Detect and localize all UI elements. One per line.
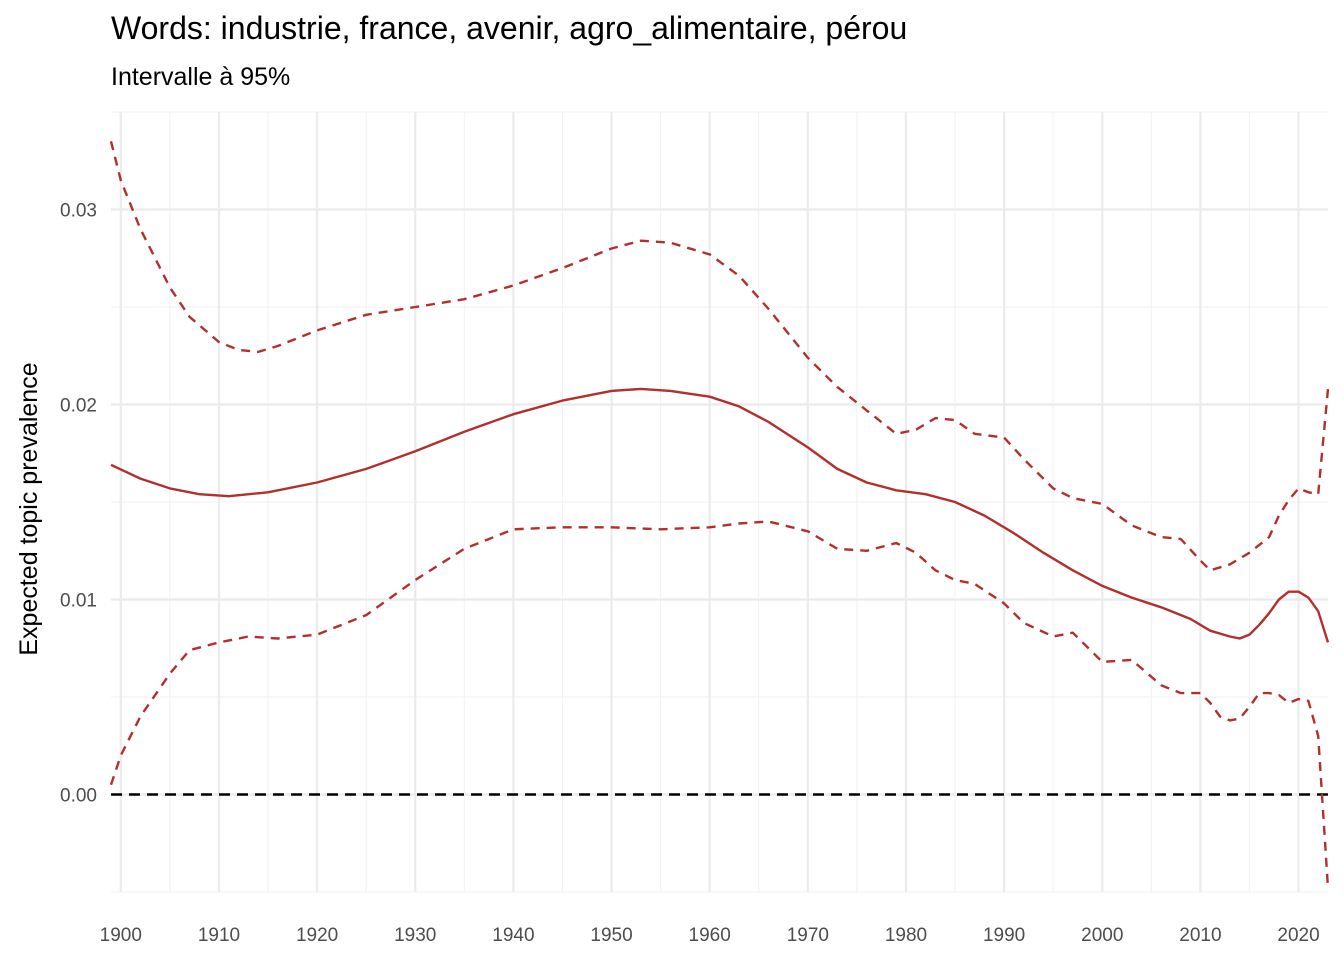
x-tick-label: 1980 <box>885 925 927 946</box>
upper-ci-line <box>109 141 1330 572</box>
x-axis-ticks: 1900 1910 1920 1930 1940 1950 1960 1970 1980 1990… <box>100 925 1320 946</box>
x-tick-label: 1950 <box>590 925 632 946</box>
y-axis-title: Expected topic prevalence <box>15 362 43 655</box>
x-tick-label: 1930 <box>394 925 436 946</box>
y-axis-ticks: 0.00 0.01 0.02 0.03 <box>60 201 97 807</box>
prevalence-line <box>110 387 1330 643</box>
x-tick-label: 1990 <box>983 925 1025 946</box>
minor-gridlines <box>111 111 1328 893</box>
x-tick-label: 1940 <box>492 925 534 946</box>
x-tick-label: 2010 <box>1179 925 1221 946</box>
x-tick-label: 1910 <box>198 925 240 946</box>
y-tick-label: 0.02 <box>60 396 97 417</box>
plot-panel <box>109 111 1330 893</box>
x-tick-label: 1970 <box>787 925 829 946</box>
lower-ci-line <box>109 520 1330 889</box>
x-tick-label: 1920 <box>296 925 338 946</box>
y-tick-label: 0.00 <box>60 786 97 807</box>
x-tick-label: 2020 <box>1277 925 1319 946</box>
y-tick-label: 0.03 <box>60 201 97 222</box>
x-tick-label: 2000 <box>1081 925 1123 946</box>
series-layer <box>109 141 1330 889</box>
y-tick-label: 0.01 <box>60 591 97 612</box>
x-tick-label: 1960 <box>689 925 731 946</box>
chart-title: Words: industrie, france, avenir, agro_a… <box>111 10 907 46</box>
x-tick-label: 1900 <box>100 925 142 946</box>
chart-subtitle: Intervalle à 95% <box>111 63 290 91</box>
